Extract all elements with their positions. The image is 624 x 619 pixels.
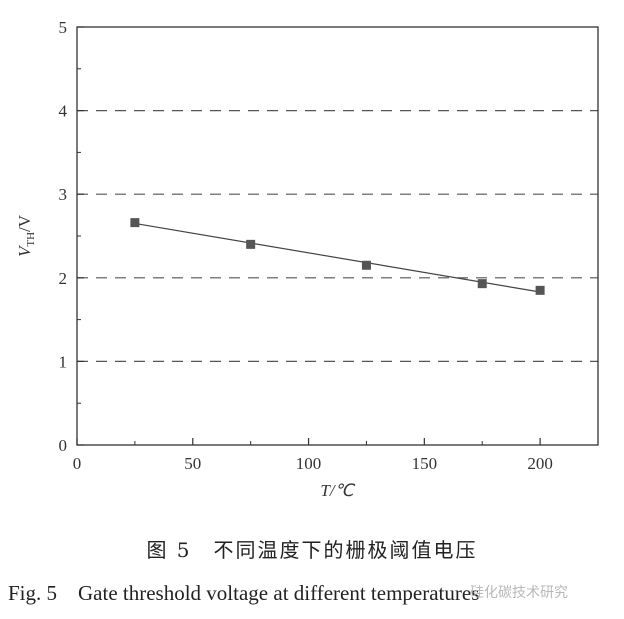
y-axis-label: VTH/V <box>15 214 37 257</box>
data-point <box>535 285 545 295</box>
x-tick-label: 200 <box>527 454 553 473</box>
x-tick-label: 50 <box>184 454 201 473</box>
plot-frame <box>76 26 599 446</box>
y-tick-label: 4 <box>59 102 68 121</box>
caption-chinese: 图 5 不同温度下的栅极阈值电压 <box>146 538 478 562</box>
chart: 0 50 100 150 200 0 1 2 3 4 5 T/℃ VTH/V <box>15 18 599 500</box>
y-tick-labels: 0 1 2 3 4 5 <box>59 18 68 455</box>
y-tick-label: 1 <box>59 352 68 371</box>
y-tick-label: 5 <box>59 18 68 37</box>
x-tick-label: 0 <box>73 454 82 473</box>
x-tick-labels: 0 50 100 150 200 <box>73 454 553 473</box>
y-axis-label-subscript: TH <box>25 232 37 247</box>
gridlines <box>77 109 598 362</box>
y-tick-label: 0 <box>59 436 68 455</box>
trend-line <box>134 222 541 293</box>
x-tick-label: 100 <box>296 454 322 473</box>
data-point <box>246 239 256 249</box>
y-tick-label: 2 <box>59 269 68 288</box>
y-tick-label: 3 <box>59 185 68 204</box>
y-axis-label-main: V <box>15 244 34 257</box>
x-tick-label: 150 <box>412 454 438 473</box>
x-axis-label: T/℃ <box>320 481 355 500</box>
axis-ticks <box>76 26 541 446</box>
data-point <box>361 260 371 270</box>
y-axis-label-unit: /V <box>15 214 34 232</box>
data-point <box>130 218 140 228</box>
data-markers <box>130 218 545 295</box>
watermark: 硅化碳技术研究 <box>470 585 568 601</box>
caption-english: Fig. 5 Gate threshold voltage at differe… <box>8 581 480 605</box>
data-point <box>477 279 487 289</box>
